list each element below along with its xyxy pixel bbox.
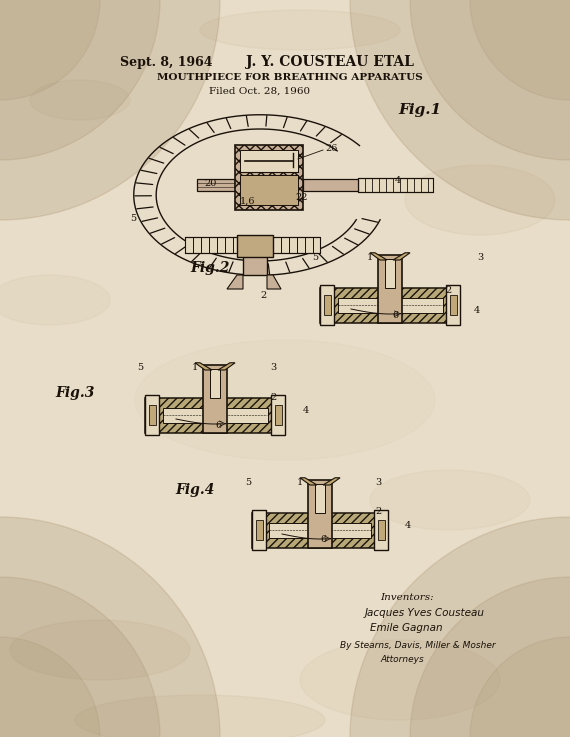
Text: Sept. 8, 1964: Sept. 8, 1964	[120, 55, 213, 69]
Ellipse shape	[10, 620, 190, 680]
FancyBboxPatch shape	[210, 369, 220, 398]
FancyBboxPatch shape	[308, 480, 332, 548]
Polygon shape	[218, 363, 235, 370]
Text: 1: 1	[192, 363, 198, 371]
FancyBboxPatch shape	[378, 255, 402, 323]
FancyBboxPatch shape	[163, 408, 268, 423]
Text: 4: 4	[405, 520, 411, 529]
Text: By Stearns, Davis, Miller & Mosher: By Stearns, Davis, Miller & Mosher	[340, 640, 496, 649]
Ellipse shape	[200, 10, 400, 50]
Ellipse shape	[0, 517, 220, 737]
Text: Inventors:: Inventors:	[380, 593, 434, 603]
Text: 2: 2	[375, 508, 381, 517]
Text: 20: 20	[205, 178, 217, 187]
Ellipse shape	[350, 517, 570, 737]
FancyBboxPatch shape	[256, 520, 263, 540]
FancyBboxPatch shape	[446, 285, 460, 325]
Ellipse shape	[0, 637, 100, 737]
Text: 1: 1	[367, 253, 373, 262]
FancyBboxPatch shape	[240, 150, 298, 172]
Text: 2: 2	[260, 290, 266, 299]
Text: 4: 4	[474, 306, 480, 315]
FancyBboxPatch shape	[320, 285, 334, 325]
Ellipse shape	[0, 0, 160, 160]
Text: Attorneys: Attorneys	[380, 654, 424, 663]
FancyBboxPatch shape	[303, 179, 358, 191]
Text: 26: 26	[325, 144, 337, 153]
Text: 4: 4	[395, 175, 401, 184]
Ellipse shape	[405, 165, 555, 235]
Text: 1: 1	[297, 478, 303, 486]
Ellipse shape	[410, 0, 570, 160]
Text: 5: 5	[137, 363, 143, 371]
FancyBboxPatch shape	[358, 178, 433, 192]
FancyBboxPatch shape	[235, 145, 303, 210]
Text: 5: 5	[312, 253, 318, 262]
Text: J. Y. COUSTEAU ETAL: J. Y. COUSTEAU ETAL	[246, 55, 414, 69]
FancyBboxPatch shape	[320, 288, 460, 323]
Text: 22: 22	[295, 192, 307, 201]
FancyBboxPatch shape	[145, 395, 159, 435]
FancyBboxPatch shape	[275, 405, 282, 425]
Ellipse shape	[410, 577, 570, 737]
FancyBboxPatch shape	[149, 405, 156, 425]
FancyBboxPatch shape	[271, 395, 285, 435]
FancyBboxPatch shape	[203, 365, 227, 433]
FancyBboxPatch shape	[185, 237, 320, 253]
Polygon shape	[393, 253, 410, 260]
Ellipse shape	[75, 695, 325, 737]
FancyBboxPatch shape	[237, 235, 273, 257]
FancyBboxPatch shape	[385, 259, 395, 288]
Polygon shape	[267, 275, 281, 289]
Text: Fig.2: Fig.2	[190, 261, 230, 275]
Text: Fig.4: Fig.4	[176, 483, 215, 497]
Text: 5: 5	[130, 214, 136, 223]
Text: Fig.3: Fig.3	[55, 386, 95, 400]
Text: 6: 6	[215, 421, 221, 430]
FancyBboxPatch shape	[269, 523, 371, 538]
Polygon shape	[195, 363, 212, 370]
FancyBboxPatch shape	[378, 520, 385, 540]
Text: 5: 5	[245, 478, 251, 486]
Ellipse shape	[350, 0, 570, 220]
FancyBboxPatch shape	[243, 253, 267, 275]
FancyBboxPatch shape	[374, 510, 388, 550]
Polygon shape	[323, 478, 340, 485]
Text: 3: 3	[477, 253, 483, 262]
Ellipse shape	[0, 0, 220, 220]
Text: 2: 2	[270, 393, 276, 402]
Polygon shape	[370, 253, 387, 260]
Polygon shape	[300, 478, 317, 485]
Text: Fig.1: Fig.1	[398, 103, 442, 117]
FancyBboxPatch shape	[338, 298, 443, 313]
Text: 6: 6	[320, 536, 326, 545]
Text: 2: 2	[445, 285, 451, 295]
FancyBboxPatch shape	[145, 398, 285, 433]
Ellipse shape	[470, 0, 570, 100]
FancyBboxPatch shape	[252, 510, 266, 550]
FancyBboxPatch shape	[252, 513, 388, 548]
Text: MOUTHPIECE FOR BREATHING APPARATUS: MOUTHPIECE FOR BREATHING APPARATUS	[157, 72, 423, 82]
FancyBboxPatch shape	[324, 295, 331, 315]
Text: 3: 3	[375, 478, 381, 486]
Text: 6: 6	[392, 310, 398, 320]
Ellipse shape	[0, 0, 100, 100]
FancyBboxPatch shape	[315, 484, 325, 513]
Text: 3: 3	[270, 363, 276, 371]
Text: Jacques Yves Cousteau: Jacques Yves Cousteau	[365, 608, 485, 618]
Polygon shape	[227, 275, 243, 289]
Ellipse shape	[0, 577, 160, 737]
FancyBboxPatch shape	[450, 295, 457, 315]
FancyBboxPatch shape	[240, 175, 298, 205]
Text: 4: 4	[303, 405, 310, 414]
FancyBboxPatch shape	[197, 179, 235, 191]
Text: 1,6: 1,6	[239, 197, 255, 206]
Ellipse shape	[470, 637, 570, 737]
Ellipse shape	[300, 640, 500, 720]
Text: Filed Oct. 28, 1960: Filed Oct. 28, 1960	[209, 86, 311, 96]
Text: Emile Gagnan: Emile Gagnan	[370, 623, 443, 633]
